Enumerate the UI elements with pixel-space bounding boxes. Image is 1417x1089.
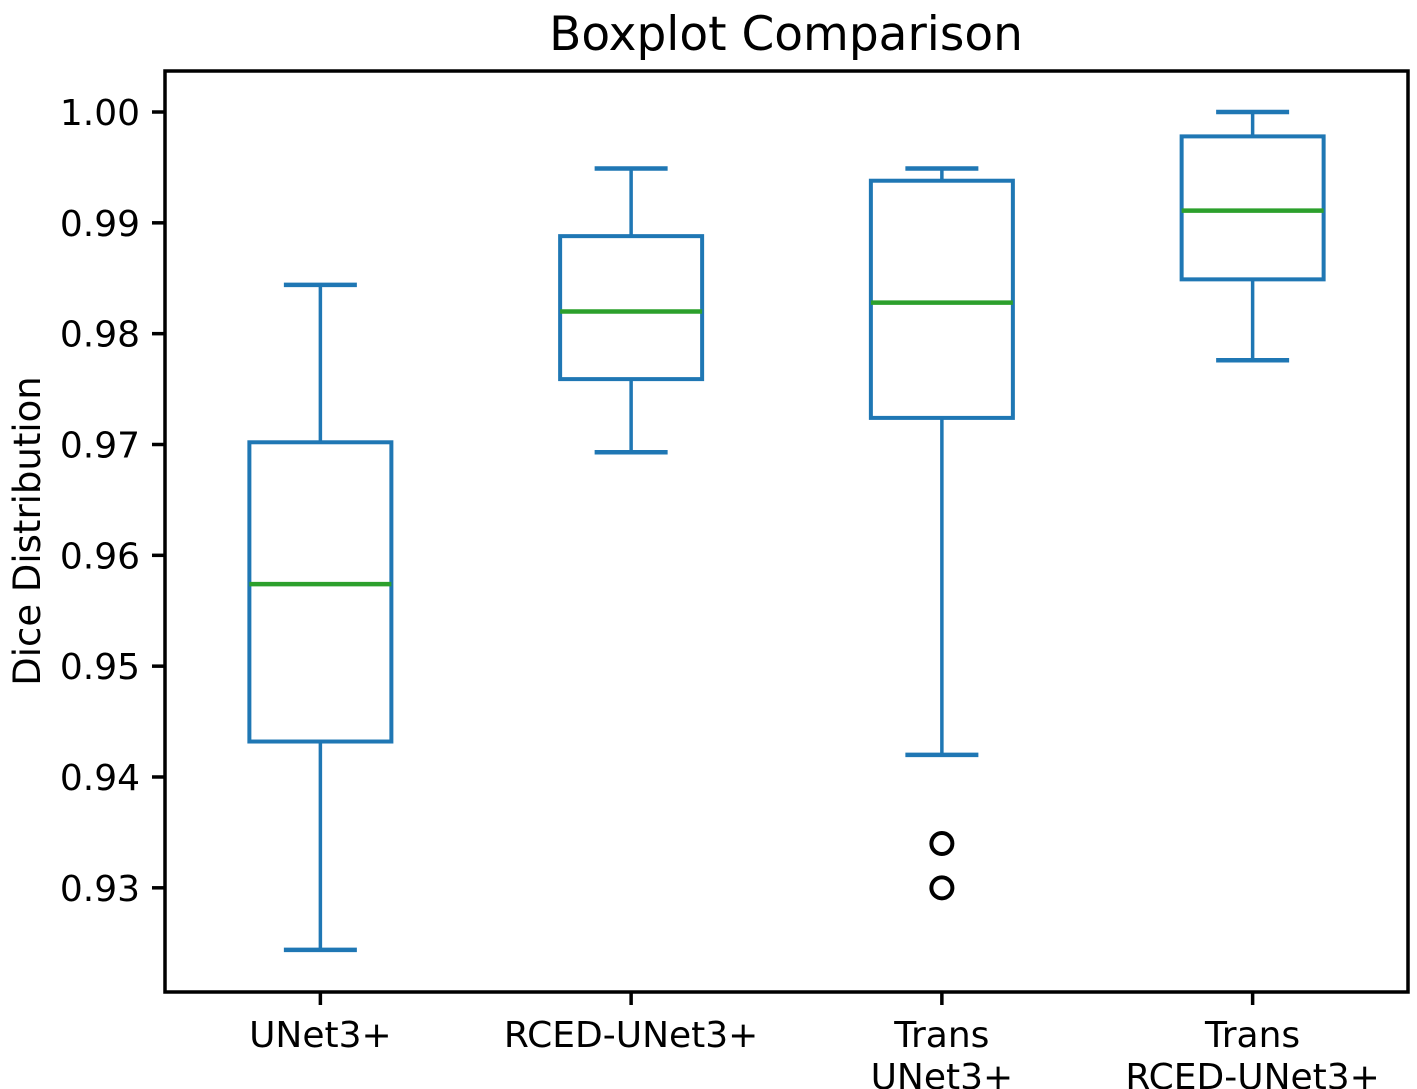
y-tick-label: 0.93 [60, 869, 140, 910]
y-tick-label: 0.94 [60, 758, 140, 799]
iqr-box [558, 234, 705, 382]
x-tick-label: Trans [1204, 1015, 1300, 1056]
iqr-box [247, 440, 394, 744]
y-tick-label: 0.95 [60, 647, 140, 688]
y-tick-label: 0.97 [60, 425, 140, 466]
y-tick-label: 0.96 [60, 536, 140, 577]
axes-spines [163, 69, 1410, 994]
outlier-point [929, 830, 955, 856]
y-axis-label: Dice Distribution [6, 376, 49, 686]
y-tick-label: 1.00 [60, 93, 140, 134]
x-tick-label: RCED-UNet3+ [504, 1015, 758, 1056]
outlier-point [929, 875, 955, 901]
chart-title: Boxplot Comparison [549, 7, 1023, 62]
plot-area: 0.93 0.94 0.95 0.96 0.97 0.98 0.99 1.00 UNet3+ RC… [60, 69, 1410, 1089]
iqr-box [868, 178, 1015, 420]
y-tick-label: 0.98 [60, 315, 140, 356]
x-tick-label: Trans [893, 1015, 989, 1056]
iqr-box [1179, 134, 1326, 282]
x-tick-label: UNet3+ [871, 1057, 1014, 1089]
x-tick-label: RCED-UNet3+ [1125, 1057, 1379, 1089]
y-tick-label: 0.99 [60, 204, 140, 245]
x-tick-label: UNet3+ [249, 1015, 392, 1056]
